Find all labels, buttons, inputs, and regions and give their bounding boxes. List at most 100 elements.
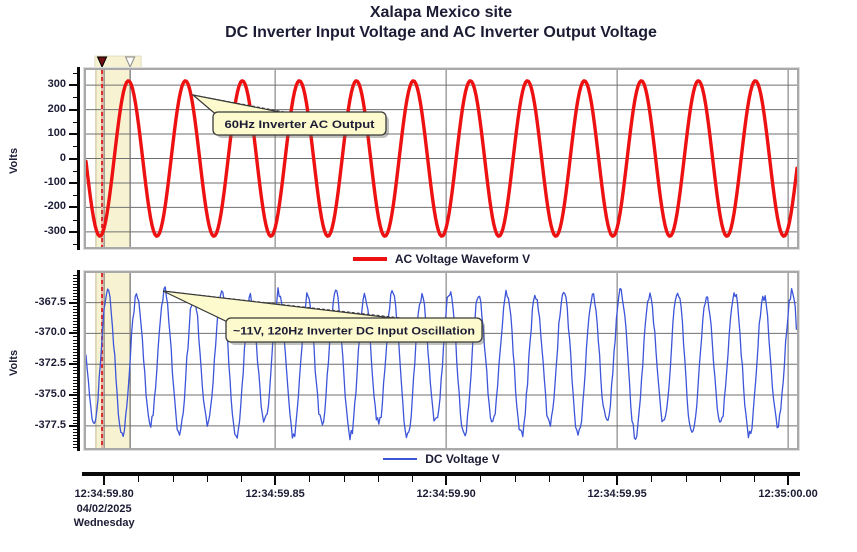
time-minor-tick — [651, 476, 653, 482]
time-minor-tick — [309, 476, 311, 482]
y-minor-tick — [73, 170, 77, 172]
y-minor-tick — [73, 327, 77, 329]
time-minor-tick — [719, 476, 721, 482]
time-minor-tick — [753, 476, 755, 482]
y-minor-tick — [73, 447, 77, 449]
y-minor-tick — [73, 385, 77, 387]
y-tick-label: -200 — [43, 200, 66, 213]
y-tick-label: -370.0 — [34, 326, 66, 339]
x-axis-date-label: 04/02/2025 — [76, 503, 132, 515]
y-minor-tick — [73, 358, 77, 360]
y-minor-tick — [73, 342, 77, 344]
x-axis-weekday-label: Wednesday — [73, 517, 135, 529]
cursor-marker-strip[interactable] — [86, 55, 797, 70]
y-minor-tick — [73, 277, 77, 279]
time-minor-tick — [582, 476, 584, 482]
y-minor-tick — [73, 361, 77, 363]
y-minor-tick — [73, 370, 77, 372]
annotation-callout[interactable]: 60Hz Inverter AC Output — [190, 93, 389, 138]
y-tick-label: -367.5 — [34, 295, 66, 308]
y-minor-tick — [73, 391, 77, 393]
legend-swatch-dc — [383, 458, 418, 460]
y-minor-tick — [73, 281, 77, 282]
y-tick-label: -300 — [43, 224, 66, 237]
y-minor-tick — [73, 321, 77, 323]
y-major-tick — [69, 424, 77, 427]
y-axis-bar — [77, 270, 80, 451]
y-major-tick — [69, 332, 77, 335]
y-tick-label: -372.5 — [34, 357, 66, 370]
y-minor-tick — [73, 441, 77, 443]
y-minor-tick — [73, 407, 77, 409]
y-minor-tick — [73, 428, 77, 430]
time-major-tick — [274, 476, 277, 485]
y-minor-tick — [73, 317, 77, 319]
x-tick-label: 12:34:59.95 — [587, 488, 647, 500]
y-major-tick — [69, 206, 77, 209]
y-minor-tick — [73, 195, 77, 197]
y-tick-label: 0 — [59, 151, 66, 164]
y-minor-tick — [73, 419, 77, 421]
annotation-callout-text: ~11V, 120Hz Inverter DC Input Oscillatio… — [233, 326, 475, 338]
y-minor-tick — [73, 336, 77, 338]
callout-box — [212, 111, 387, 136]
y-minor-tick — [73, 324, 77, 326]
annotation-callout[interactable]: ~11V, 120Hz Inverter DC Input Oscillatio… — [162, 290, 485, 345]
waveform-path-ac — [86, 79, 797, 238]
legend-swatch-ac — [352, 257, 387, 261]
x-tick-label: 12:34:59.80 — [74, 488, 134, 500]
time-minor-tick — [138, 476, 140, 482]
y-minor-tick — [73, 388, 77, 390]
y-major-tick — [69, 133, 77, 136]
legend-label-dc: DC Voltage V — [425, 452, 500, 466]
y-minor-tick — [73, 435, 77, 437]
y-minor-tick — [73, 367, 77, 369]
y-major-tick — [69, 108, 77, 111]
y-minor-tick — [73, 422, 77, 424]
waveform-path-dc — [86, 286, 797, 441]
time-axis-bar — [82, 472, 800, 476]
y-minor-tick — [73, 330, 77, 332]
y-minor-tick — [73, 345, 77, 347]
y-minor-tick — [73, 444, 77, 446]
x-tick-label: 12:34:59.90 — [416, 488, 476, 500]
y-axis-bar — [77, 67, 80, 250]
time-minor-tick — [514, 476, 516, 482]
y-minor-tick — [73, 299, 77, 301]
legend-label-ac: AC Voltage Waveform V — [394, 252, 531, 266]
y-minor-tick — [73, 373, 77, 375]
y-major-tick — [69, 157, 77, 160]
cursor-marker-filled[interactable] — [96, 56, 108, 69]
legend-ac: AC Voltage Waveform V — [86, 250, 797, 268]
y-major-tick — [69, 394, 77, 396]
x-tick-label: 12:35:00.00 — [758, 488, 818, 500]
y-minor-tick — [73, 398, 77, 400]
time-minor-tick — [480, 476, 482, 482]
y-minor-tick — [73, 339, 77, 341]
y-minor-tick — [73, 311, 77, 313]
legend-dc: DC Voltage V — [86, 450, 797, 468]
ac-waveform-plot[interactable]: 60Hz Inverter AC Output — [84, 68, 799, 249]
y-minor-tick — [73, 290, 77, 292]
y-tick-label: -375.0 — [34, 388, 66, 400]
time-minor-tick — [240, 476, 242, 482]
y-minor-tick — [73, 314, 77, 316]
y-minor-tick — [73, 274, 77, 276]
y-minor-tick — [73, 354, 77, 356]
cursor-marker-open[interactable] — [124, 56, 136, 69]
y-minor-tick — [73, 351, 77, 353]
y-minor-tick — [73, 404, 77, 406]
time-major-tick — [787, 476, 790, 485]
page-title: Xalapa Mexico site — [369, 4, 513, 21]
time-minor-tick — [685, 476, 687, 482]
dc-waveform-plot[interactable]: ~11V, 120Hz Inverter DC Input Oscillatio… — [84, 271, 799, 450]
y-minor-tick — [73, 413, 77, 415]
callout-box — [225, 317, 483, 343]
y-minor-tick — [73, 97, 77, 99]
time-minor-tick — [377, 476, 379, 482]
y-minor-tick — [73, 293, 77, 295]
y-minor-tick — [73, 305, 77, 307]
time-minor-tick — [172, 476, 174, 482]
y-major-tick — [69, 363, 77, 366]
